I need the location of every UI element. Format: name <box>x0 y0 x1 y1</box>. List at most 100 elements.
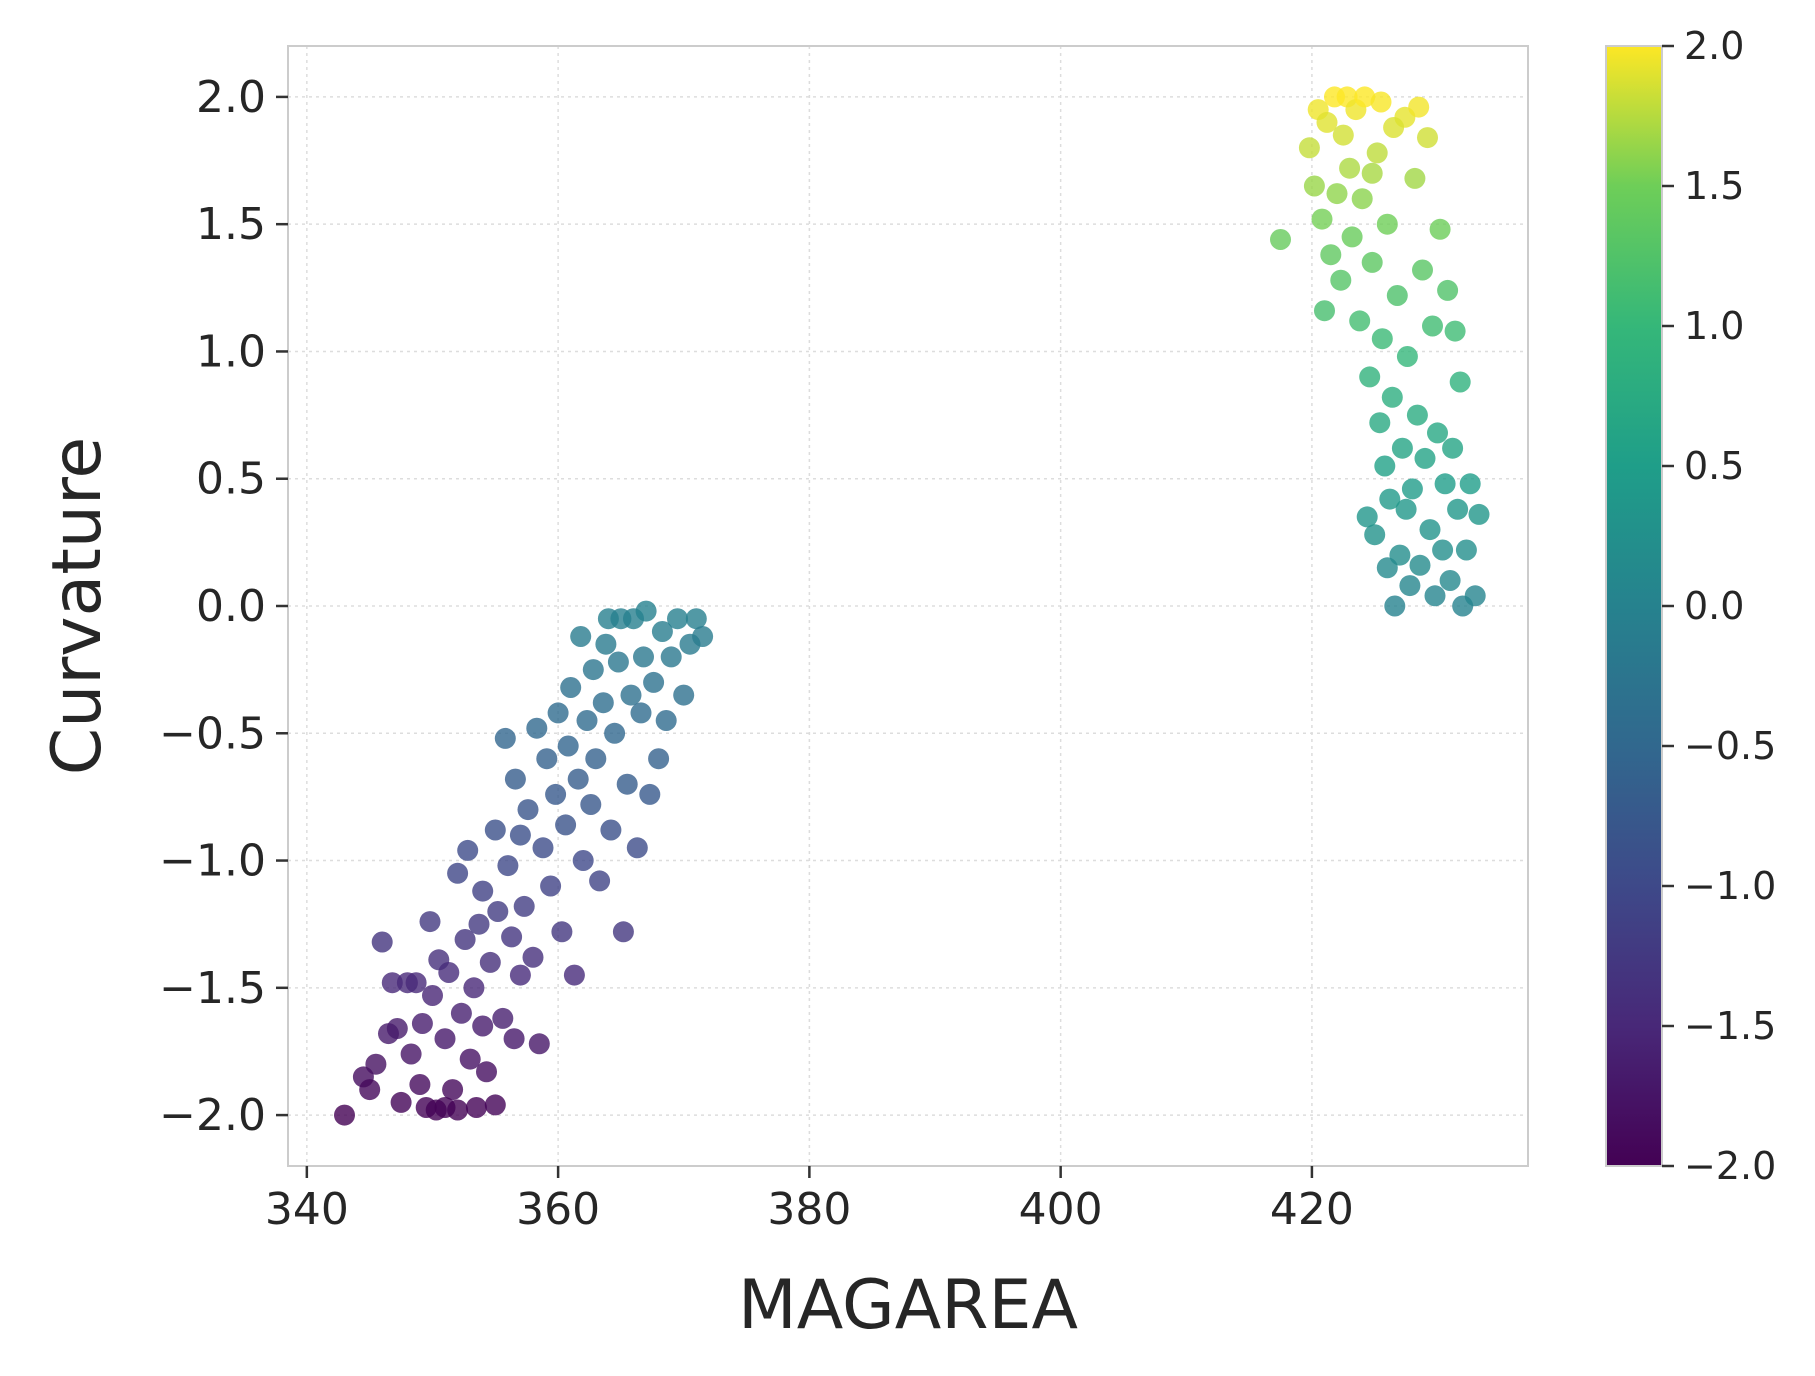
scatter-point <box>551 921 573 943</box>
x-tick-label: 380 <box>767 1184 851 1235</box>
scatter-point <box>522 946 544 968</box>
scatter-point <box>1371 328 1393 350</box>
scatter-point <box>1383 117 1405 138</box>
scatter-points <box>334 86 1490 1126</box>
scatter-point <box>582 659 604 681</box>
scatter-point <box>639 783 661 805</box>
y-tick-label: 0.5 <box>196 454 266 505</box>
scatter-point <box>1354 86 1376 108</box>
colorbar-tick-label: −2.0 <box>1684 1144 1776 1188</box>
scatter-point <box>557 735 579 757</box>
scatter-point <box>1464 585 1486 607</box>
scatter-point <box>526 717 548 739</box>
scatter-point <box>1399 575 1421 597</box>
scatter-point <box>648 748 670 770</box>
scatter-point <box>1351 188 1373 210</box>
scatter-point <box>626 837 648 859</box>
scatter-point <box>555 814 577 836</box>
scatter-point <box>607 651 629 673</box>
scatter-point <box>438 962 460 983</box>
scatter-point <box>494 727 516 749</box>
scatter-point <box>1370 91 1392 113</box>
scatter-point <box>540 875 562 897</box>
scatter-point <box>1408 96 1430 118</box>
scatter-point <box>465 1097 487 1118</box>
scatter-point <box>411 1013 433 1034</box>
scatter-point <box>1384 595 1406 617</box>
scatter-point <box>1332 124 1354 146</box>
scatter-point <box>1422 315 1443 337</box>
scatter-point <box>1459 473 1481 495</box>
scatter-point <box>1401 478 1423 500</box>
colorbar-tick-label: 0.0 <box>1684 584 1744 628</box>
y-tick-label: 2.0 <box>196 72 266 123</box>
scatter-point <box>1366 142 1388 164</box>
scatter-point <box>1376 557 1398 579</box>
scatter-point <box>667 608 688 630</box>
scatter-point <box>386 1018 408 1039</box>
scatter-point <box>463 977 485 999</box>
scatter-point <box>1419 519 1441 541</box>
colorbar-ticks: 2.0 1.5 1.0 0.5 0.0 −0.5 −1.0 −1.5 −2.0 <box>1662 24 1776 1188</box>
grid <box>288 46 1528 1166</box>
scatter-point <box>468 913 490 935</box>
scatter-point <box>450 1002 472 1024</box>
scatter-point <box>612 921 634 943</box>
y-tick-label: 1.5 <box>196 199 266 250</box>
scatter-point <box>547 702 569 724</box>
scatter-point <box>447 862 469 884</box>
scatter-point <box>570 626 592 647</box>
scatter-point <box>434 1097 456 1118</box>
scatter-point <box>635 600 657 622</box>
scatter-point <box>479 951 501 973</box>
scatter-point <box>1444 320 1466 342</box>
x-tick-label: 360 <box>516 1184 600 1235</box>
x-tick-label: 340 <box>265 1184 349 1235</box>
scatter-point <box>405 972 427 994</box>
x-tick-label: 400 <box>1019 1184 1103 1235</box>
scatter-point <box>1455 539 1477 561</box>
scatter-point <box>585 748 607 770</box>
scatter-point <box>1386 285 1408 306</box>
scatter-point <box>1326 183 1348 205</box>
scatter-point <box>1427 422 1448 444</box>
scatter-point <box>1449 371 1471 393</box>
colorbar-tick-label: 2.0 <box>1684 24 1744 68</box>
scatter-point <box>655 710 677 731</box>
scatter-point <box>1369 412 1391 434</box>
scatter-point <box>633 646 654 668</box>
scatter-point <box>1303 175 1325 197</box>
scatter-point <box>434 1028 456 1050</box>
scatter-point <box>1396 346 1418 367</box>
scatter-point <box>1432 539 1454 561</box>
scatter-point <box>1409 554 1431 576</box>
scatter-point <box>651 621 673 642</box>
scatter-point <box>497 855 519 877</box>
scatter-point <box>1270 229 1291 250</box>
scatter-point <box>1361 162 1383 184</box>
colorbar-tick-label: 1.5 <box>1684 164 1744 208</box>
scatter-point <box>1364 524 1386 546</box>
scatter-point <box>1417 127 1438 149</box>
scatter-point <box>563 964 585 986</box>
scatter-point <box>1468 503 1490 525</box>
x-axis-label: MAGAREA <box>738 1266 1078 1345</box>
scatter-point <box>1339 157 1361 179</box>
scatter-point <box>492 1007 514 1029</box>
scatter-point <box>1298 137 1320 159</box>
scatter-point <box>1447 498 1469 520</box>
scatter-point <box>604 722 626 744</box>
scatter-point <box>592 692 614 714</box>
y-tick-label: −2.0 <box>159 1090 266 1141</box>
colorbar-tick-label: −1.5 <box>1684 1004 1776 1048</box>
scatter-point <box>545 783 567 805</box>
scatter-point <box>390 1091 412 1113</box>
scatter-point <box>1311 208 1333 230</box>
scatter-point <box>509 964 531 986</box>
scatter-point <box>1434 473 1456 495</box>
y-tick-label: −1.0 <box>159 836 266 887</box>
scatter-point <box>572 850 594 871</box>
scatter-point <box>381 972 403 994</box>
scatter-point <box>1404 167 1426 189</box>
